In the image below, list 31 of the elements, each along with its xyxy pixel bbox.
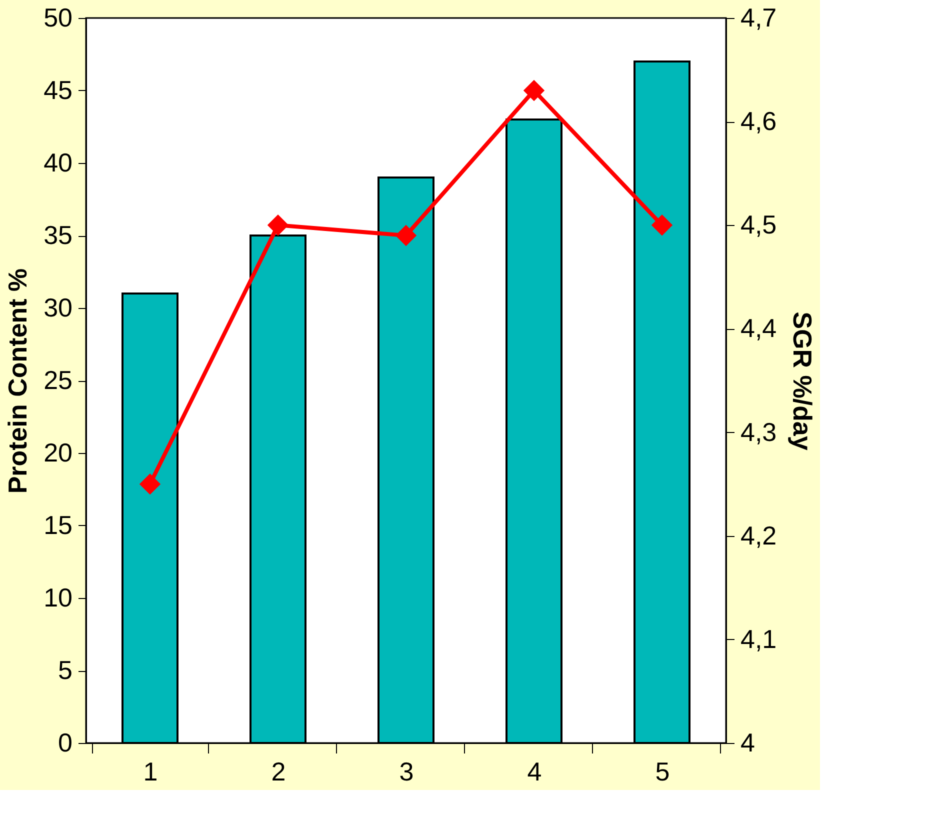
y-tick-label: 50 <box>44 2 72 32</box>
y-tick-label: 35 <box>44 220 72 250</box>
y-tick-label: 10 <box>44 582 72 612</box>
y2-axis-title: SGR %/day <box>788 312 818 451</box>
y2-tick-label: 4 <box>740 728 755 758</box>
y2-tick-label: 4,1 <box>740 624 777 654</box>
point <box>267 214 289 236</box>
x-tick-label: 4 <box>527 756 542 786</box>
x-tick-label: 5 <box>655 756 670 786</box>
point <box>139 473 161 495</box>
point <box>395 224 417 246</box>
y-tick-label: 40 <box>44 148 72 178</box>
y-tick-label: 15 <box>44 510 72 540</box>
point <box>651 214 673 236</box>
y2-tick-label: 4,3 <box>740 416 777 447</box>
x-tick-label: 1 <box>143 756 158 786</box>
y2-tick-label: 4,4 <box>740 313 777 344</box>
y-tick-label: 45 <box>44 75 72 105</box>
x-tick-label: 2 <box>271 756 286 786</box>
y2-tick-label: 4,6 <box>740 106 777 136</box>
y-tick-label: 25 <box>44 365 72 395</box>
y2-tick-label: 4,7 <box>740 2 777 32</box>
point <box>523 80 545 102</box>
x-tick-label: 3 <box>399 756 414 786</box>
y-tick-label: 0 <box>58 728 72 758</box>
y-tick-label: 20 <box>44 438 72 468</box>
y-tick-label: 5 <box>58 655 72 685</box>
y-tick-label: 30 <box>44 292 72 322</box>
y2-tick-label: 4,5 <box>740 210 777 240</box>
y2-tick-label: 4,2 <box>740 520 777 550</box>
y-axis-title: Protein Content % <box>2 268 33 494</box>
